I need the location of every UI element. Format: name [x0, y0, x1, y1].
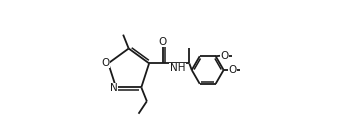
Text: N: N [110, 83, 118, 93]
Text: O: O [102, 58, 110, 68]
Text: O: O [220, 51, 228, 60]
Text: NH: NH [169, 63, 185, 73]
Text: O: O [159, 37, 167, 47]
Text: O: O [228, 65, 237, 75]
